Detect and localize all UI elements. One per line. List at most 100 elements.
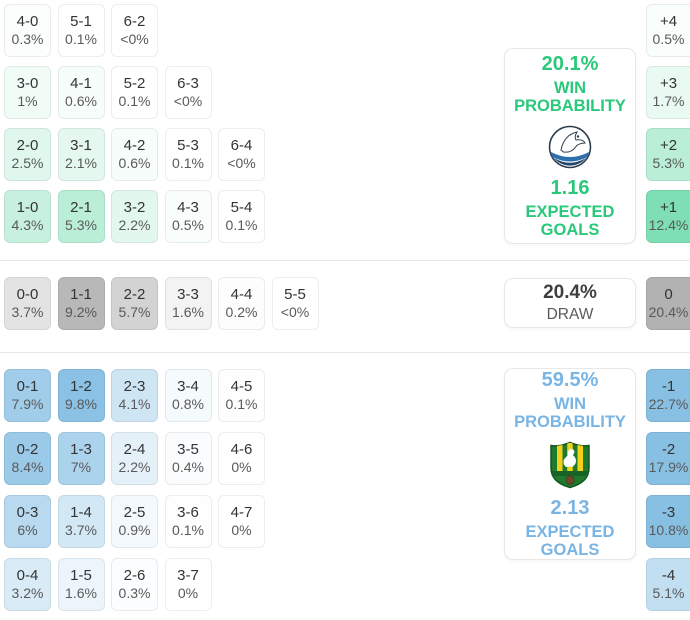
cell-probability-value: 0% (231, 522, 252, 539)
score-row: 0-2 8.4% 1-3 7% 2-4 2.2% 3-5 0.4% 4-6 0% (4, 432, 265, 485)
score-cell-2-4: 2-4 2.2% (111, 432, 158, 485)
draw-probability-value: 20.4% (543, 281, 597, 303)
cell-score-label: 3-2 (123, 198, 146, 216)
goal-diff-cell--4: -4 5.1% (646, 558, 690, 611)
cell-probability-value: 12.4% (648, 217, 689, 234)
cell-score-label: 1-3 (70, 440, 92, 458)
cell-probability-value: 3.2% (11, 585, 44, 602)
cell-probability-value: 2.2% (118, 217, 151, 234)
away-goal-diff-column: -1 22.7% -2 17.9% -3 10.8% -4 5.1% (646, 369, 690, 611)
score-cell-5-5: 5-5 <0% (271, 277, 319, 330)
score-cell-0-0: 0-0 3.7% (4, 277, 51, 330)
cell-score-label: 0-4 (16, 566, 39, 584)
cell-score-label: 0-0 (16, 285, 39, 303)
score-cell-1-0: 1-0 4.3% (4, 190, 51, 243)
goal-diff-cell-0: 0 20.4% (646, 277, 690, 330)
cell-score-label: 3-7 (177, 566, 199, 584)
draw-probability-label: DRAW (546, 305, 594, 323)
cell-probability-value: 0.5% (172, 217, 204, 234)
score-cell-0-4: 0-4 3.2% (4, 558, 51, 611)
score-cell-4-4: 4-4 0.2% (218, 277, 265, 330)
cell-probability-value: 0.1% (118, 93, 151, 110)
away-win-probability-label: WIN PROBABILITY (514, 394, 626, 432)
cell-score-label: +1 (659, 198, 678, 216)
score-cell-2-3: 2-3 4.1% (111, 369, 158, 422)
cell-score-label: 0-2 (16, 440, 39, 458)
cell-score-label: 0-1 (16, 377, 39, 395)
cell-probability-value: 0.2% (225, 304, 258, 321)
cell-probability-value: 5.3% (65, 217, 97, 234)
cell-score-label: 5-5 (284, 285, 306, 303)
cell-score-label: 1-5 (70, 566, 92, 584)
cell-score-label: 3-6 (177, 503, 199, 521)
score-cell-5-1: 5-1 0.1% (57, 4, 105, 57)
score-row: 1-0 4.3% 2-1 5.3% 3-2 2.2% 4-3 0.5% 5-4 0.1% (4, 190, 265, 243)
cell-score-label: 3-5 (177, 440, 199, 458)
cell-score-label: 0 (664, 285, 673, 303)
cell-probability-value: 0.9% (118, 522, 151, 539)
section-divider-draw-away (0, 352, 690, 353)
cell-probability-value: 2.2% (118, 459, 151, 476)
cell-probability-value: 0.1% (225, 217, 258, 234)
draw-probability-card: 20.4% DRAW (504, 278, 636, 328)
cell-probability-value: 9.8% (65, 396, 97, 413)
score-cell-5-3: 5-3 0.1% (164, 128, 212, 181)
score-row: 4-0 0.3% 5-1 0.1% 6-2 <0% (4, 4, 265, 57)
score-cell-4-6: 4-6 0% (218, 432, 265, 485)
cell-score-label: 4-1 (70, 74, 92, 92)
home-win-probability-value: 20.1% (541, 52, 599, 75)
score-row: 3-0 1% 4-1 0.6% 5-2 0.1% 6-3 <0% (4, 66, 265, 119)
cell-score-label: +2 (659, 136, 678, 154)
away-win-probability-value: 59.5% (541, 368, 599, 391)
cell-score-label: 3-3 (177, 285, 199, 303)
cell-score-label: 3-0 (16, 74, 39, 92)
cell-probability-value: 7% (70, 459, 92, 476)
home-win-probability-label: WIN PROBABILITY (514, 78, 626, 116)
cell-score-label: 4-4 (230, 285, 253, 303)
section-divider-home-draw (0, 260, 690, 261)
cell-probability-value: 1.6% (65, 585, 97, 602)
home-win-score-grid: 4-0 0.3% 5-1 0.1% 6-2 <0% 3-0 1% 4-1 0.6% 5-2 0.1% 6… (4, 4, 265, 243)
score-cell-0-1: 0-1 7.9% (4, 369, 51, 422)
goal-diff-cell-+1: +1 12.4% (646, 190, 690, 243)
cell-score-label: -2 (661, 440, 676, 458)
cell-score-label: 2-6 (123, 566, 146, 584)
cell-score-label: 0-3 (16, 503, 39, 521)
score-cell-5-2: 5-2 0.1% (111, 66, 158, 119)
cell-score-label: 1-4 (70, 503, 92, 521)
cell-score-label: -3 (661, 503, 676, 521)
cell-probability-value: 2.5% (11, 155, 44, 172)
cell-probability-value: 20.4% (648, 304, 689, 321)
cell-score-label: 1-1 (70, 285, 92, 303)
score-cell-3-2: 3-2 2.2% (111, 190, 158, 243)
score-cell-1-3: 1-3 7% (57, 432, 105, 485)
home-team-logo (548, 125, 592, 169)
score-cell-3-7: 3-7 0% (164, 558, 212, 611)
cell-score-label: 6-2 (123, 12, 146, 30)
cell-probability-value: 3.7% (11, 304, 44, 321)
cell-probability-value: <0% (120, 31, 149, 48)
cell-probability-value: 7.9% (11, 396, 44, 413)
goal-diff-cell-+4: +4 0.5% (646, 4, 690, 57)
score-cell-1-4: 1-4 3.7% (57, 495, 105, 548)
goal-diff-cell-+3: +3 1.7% (646, 66, 690, 119)
goal-diff-cell--3: -3 10.8% (646, 495, 690, 548)
cell-probability-value: 6% (17, 522, 38, 539)
score-cell-4-7: 4-7 0% (218, 495, 265, 548)
cell-probability-value: 1.7% (652, 93, 685, 110)
score-cell-1-1: 1-1 9.2% (57, 277, 105, 330)
cell-probability-value: 22.7% (648, 396, 689, 413)
score-cell-6-2: 6-2 <0% (111, 4, 158, 57)
home-goal-diff-column: +4 0.5% +3 1.7% +2 5.3% +1 12.4% (646, 4, 690, 243)
score-row: 0-0 3.7% 1-1 9.2% 2-2 5.7% 3-3 1.6% 4-4 0.2% 5-5 <0… (4, 277, 319, 330)
goal-diff-cell--1: -1 22.7% (646, 369, 690, 422)
cell-probability-value: 0.3% (11, 31, 44, 48)
away-win-score-grid: 0-1 7.9% 1-2 9.8% 2-3 4.1% 3-4 0.8% 4-5 0.1% 0-2 8.… (4, 369, 265, 611)
score-cell-4-1: 4-1 0.6% (57, 66, 105, 119)
cell-score-label: 2-4 (123, 440, 146, 458)
cell-probability-value: 5.3% (652, 155, 685, 172)
score-cell-6-3: 6-3 <0% (164, 66, 212, 119)
score-cell-4-0: 4-0 0.3% (4, 4, 51, 57)
cell-probability-value: 0.5% (652, 31, 685, 48)
